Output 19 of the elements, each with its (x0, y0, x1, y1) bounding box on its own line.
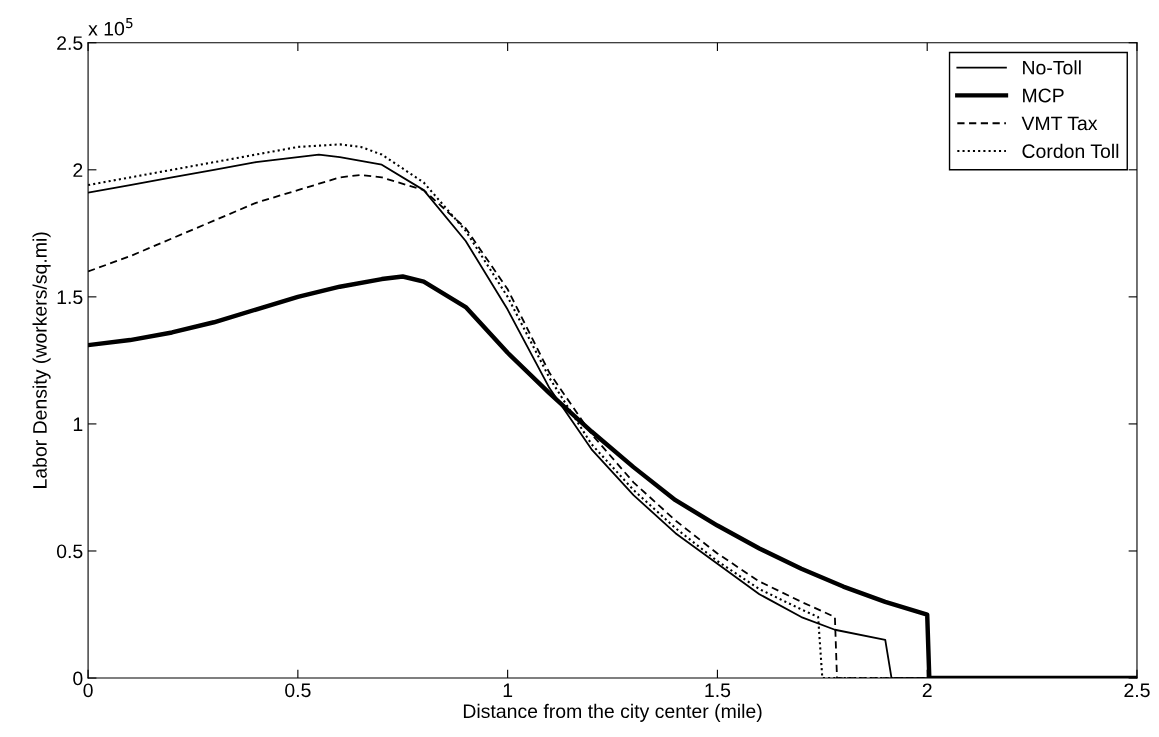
x-axis-title: Distance from the city center (mile) (463, 703, 762, 722)
x-tick-label: 0 (83, 683, 93, 698)
y-tick-label: 0 (73, 671, 83, 686)
legend-label: Cordon Toll (1022, 143, 1119, 159)
text: x 10$^{5}$ (88, 18, 133, 36)
x-tick-label: 1 (503, 683, 513, 697)
x-tick-label: 1.5 (705, 683, 731, 698)
y-tick-label: 1 (73, 417, 83, 431)
x-tick-label: 0.5 (285, 683, 311, 698)
legend-label: VMT Tax (1021, 116, 1098, 131)
y-tick-label: 2.5 (57, 36, 83, 50)
y-tick-label: 2 (73, 163, 83, 177)
x-tick-label: 2 (922, 683, 932, 697)
x-tick-label: 2.5 (1124, 683, 1150, 698)
y-axis-title: Labor Density (workers/sq.mi) (32, 232, 51, 488)
legend-label: No-Toll (1023, 60, 1081, 75)
y-tick-label: 1.5 (57, 290, 83, 305)
legend-label: MCP (1023, 88, 1064, 103)
y-tick-label: 0.5 (56, 544, 83, 559)
